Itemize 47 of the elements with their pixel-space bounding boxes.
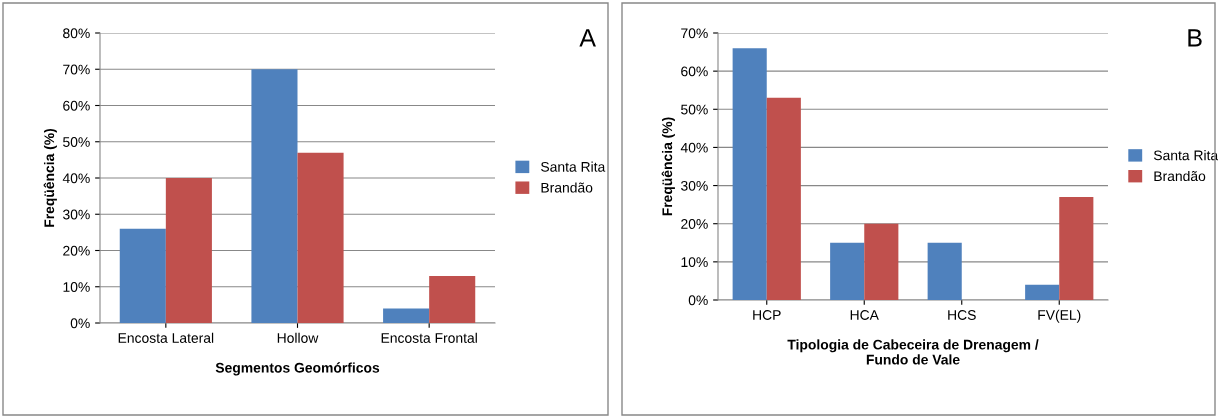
y-tick-label: 60% [63,100,90,111]
bar [830,242,865,300]
y-axis-title: Freqüência (%) [661,117,675,216]
y-tick-label: 70% [63,64,90,75]
bar [766,97,801,300]
x-tick-label: Encosta Frontal [381,332,477,343]
y-tick-label: 10% [63,282,90,292]
y-tick-label: 60% [681,66,708,77]
text: B [1188,29,1202,47]
bar [732,48,767,300]
x-tick-label: HCP [753,310,781,320]
bar [297,152,344,323]
bar [251,69,298,323]
y-tick-label: 40% [680,142,708,153]
y-tick-label: 30% [63,209,90,220]
y-tick-label: 80% [63,28,90,39]
x-axis-title: Tipologia de Cabeceira de Drenagem / Fundo de Vale [787,339,1039,365]
x-tick-label: HCA [850,310,879,320]
y-tick-label: 30% [681,180,708,191]
bar [864,223,899,300]
legend-label: Santa Rita [541,161,606,172]
bar [119,228,166,323]
bar [1059,197,1094,300]
y-axis-title: Freqüência (%) [43,128,57,227]
bar [927,242,962,300]
x-tick-label: Encosta Lateral [118,332,214,343]
y-tick-label: 40% [62,173,90,184]
legend-label: Brandão [541,182,593,193]
x-tick-label: FV(EL) [1038,309,1081,323]
x-tick-label: Hollow [277,332,319,343]
y-tick-label: 50% [63,137,90,147]
legend-label: Santa Rita [1153,150,1218,161]
y-tick-label: 10% [681,257,708,268]
x-axis-title: Segmentos Geomórficos [215,362,380,376]
y-tick-label: 20% [63,245,90,256]
text: A [579,29,596,47]
bar [1025,284,1060,300]
y-tick-label: 0% [688,295,708,306]
bar [383,308,430,323]
bar [165,178,212,323]
bar [429,275,476,323]
y-tick-label: 0% [70,318,90,329]
y-tick-label: 70% [681,28,708,39]
y-tick-label: 20% [681,219,708,229]
x-tick-label: HCS [948,310,976,320]
y-tick-label: 50% [681,104,708,115]
legend-label: Brandão [1154,170,1206,182]
